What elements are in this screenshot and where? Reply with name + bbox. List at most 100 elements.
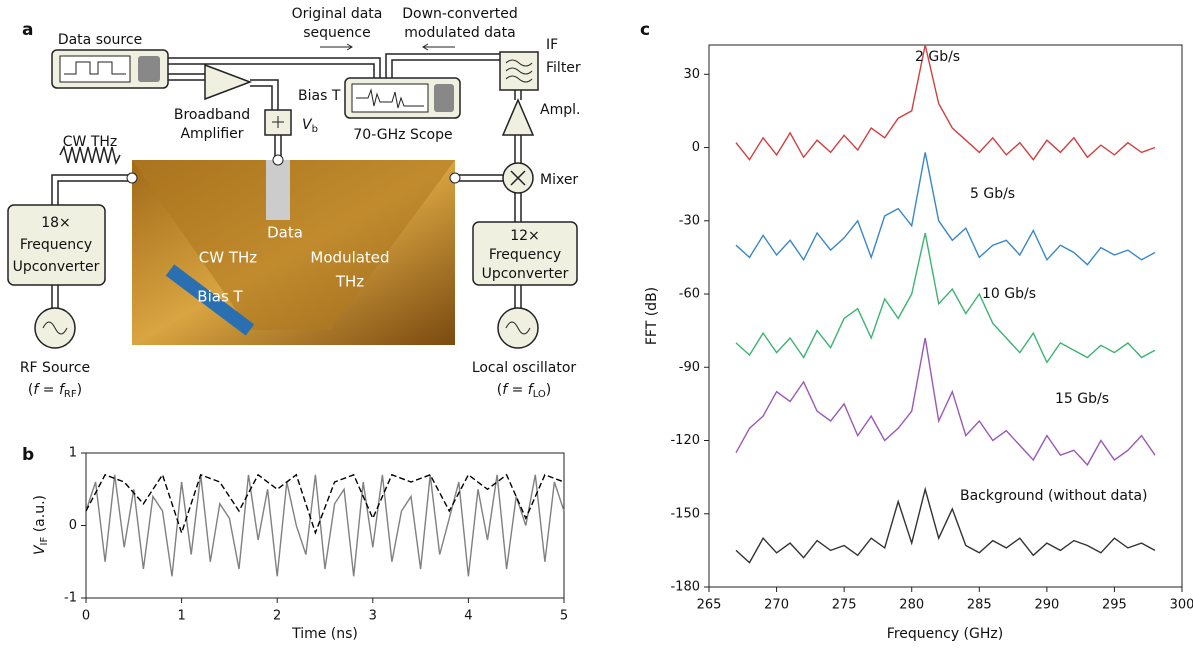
- photo-shade: [132, 160, 455, 330]
- series-label: Background (without data): [960, 488, 1148, 504]
- label: modulated data: [404, 25, 515, 41]
- subscript: b: [312, 124, 318, 135]
- label: Local oscillator: [472, 360, 577, 376]
- unit: (a.u.): [32, 495, 48, 537]
- label: Mixer: [540, 172, 578, 188]
- t: f: [59, 382, 66, 398]
- buttons: [434, 84, 454, 112]
- x-tick-label: 265: [697, 598, 722, 613]
- photo-label: CW THz: [199, 249, 258, 267]
- t: ): [77, 382, 82, 398]
- y-tick-label: 0: [69, 518, 77, 533]
- photo-label: THz: [335, 273, 364, 291]
- y-tick-label: -90: [679, 360, 700, 375]
- plot-frame: [85, 452, 565, 599]
- series-line: [85, 473, 565, 536]
- label: 18×: [41, 215, 71, 231]
- y-tick-label: -150: [670, 506, 700, 521]
- series-label: 5 Gb/s: [970, 186, 1015, 202]
- amplifier: [501, 98, 535, 136]
- label: Frequency: [489, 247, 561, 263]
- t: (: [28, 382, 33, 398]
- label: Vb: [302, 117, 318, 135]
- upconverter-box: [7, 204, 106, 286]
- series-label: 15 Gb/s: [1055, 391, 1109, 407]
- cable: [168, 73, 279, 110]
- upconverter-box: [472, 221, 578, 286]
- x-tick-label: 2: [273, 609, 281, 624]
- screen: [59, 55, 131, 83]
- label: Filter: [546, 60, 581, 76]
- y-tick-label: -1: [64, 591, 77, 606]
- panel-label: b: [22, 445, 34, 465]
- series-line: [735, 152, 1156, 266]
- series-line: [735, 44, 1156, 161]
- probe: [266, 160, 290, 220]
- subscript: IF: [39, 536, 50, 545]
- symbol: V: [302, 117, 313, 133]
- symbol: V: [32, 544, 48, 555]
- port: [126, 172, 138, 184]
- cable: [455, 174, 503, 182]
- panel-label: c: [640, 20, 650, 40]
- y-tick-label: 0: [692, 140, 700, 155]
- cable: [514, 193, 522, 308]
- x-tick-label: 5: [560, 609, 568, 624]
- y-axis-label: VIF (a.u.): [32, 495, 50, 555]
- x-axis-label: Frequency (GHz): [887, 626, 1003, 642]
- y-tick-label: 30: [683, 67, 700, 82]
- arrow: [320, 43, 353, 51]
- port: [272, 154, 284, 166]
- series-line: [735, 232, 1156, 364]
- t: =: [507, 382, 528, 398]
- label: Amplifier: [180, 126, 243, 142]
- label: Ampl.: [540, 102, 580, 118]
- plot-frame: [708, 44, 1183, 588]
- photo-label: Modulated: [310, 249, 389, 267]
- series-line: [85, 474, 565, 577]
- buttons: [138, 56, 160, 82]
- label: Frequency: [20, 237, 92, 253]
- subscript: RF: [64, 389, 77, 400]
- x-axis-label: Time (ns): [291, 626, 358, 642]
- subscript: LO: [533, 389, 546, 400]
- x-tick-label: 295: [1102, 598, 1127, 613]
- label: Original data: [292, 6, 383, 22]
- x-tick-label: 275: [832, 598, 857, 613]
- x-tick-label: 280: [899, 598, 924, 613]
- t: f: [502, 382, 509, 398]
- label: IF: [546, 37, 558, 53]
- label: Bias T: [298, 88, 341, 104]
- photo-label: Data: [267, 224, 303, 242]
- waveform: [356, 88, 424, 109]
- y-tick-label: -120: [670, 433, 700, 448]
- port: [449, 172, 461, 184]
- amplifier: [204, 63, 253, 101]
- label: Data source: [58, 32, 142, 48]
- label: Upconverter: [13, 259, 100, 275]
- square-wave: [64, 61, 126, 75]
- label: RF Source: [20, 360, 90, 376]
- label: Upconverter: [482, 266, 569, 282]
- y-tick-label: -180: [670, 580, 700, 595]
- panel-a: a Data source Broadband Amplifier Bias T…: [7, 6, 581, 400]
- series-line: [735, 337, 1156, 467]
- x-tick-label: 3: [369, 609, 377, 624]
- thz-wave: [59, 144, 121, 166]
- cable: [51, 174, 132, 308]
- series-label: 10 Gb/s: [982, 286, 1036, 302]
- mixer-symbol: [510, 170, 526, 186]
- t: f: [33, 382, 40, 398]
- cable: [168, 57, 381, 78]
- y-axis-label: FFT (dB): [644, 287, 660, 345]
- cable: [514, 90, 522, 163]
- label: (f = fLO): [497, 382, 552, 400]
- cable-photo: [165, 264, 255, 336]
- x-tick-label: 0: [82, 609, 90, 624]
- sine: [42, 321, 68, 335]
- x-tick-label: 285: [967, 598, 992, 613]
- cable: [385, 53, 500, 78]
- panel-label: a: [22, 20, 33, 40]
- t: ): [546, 382, 551, 398]
